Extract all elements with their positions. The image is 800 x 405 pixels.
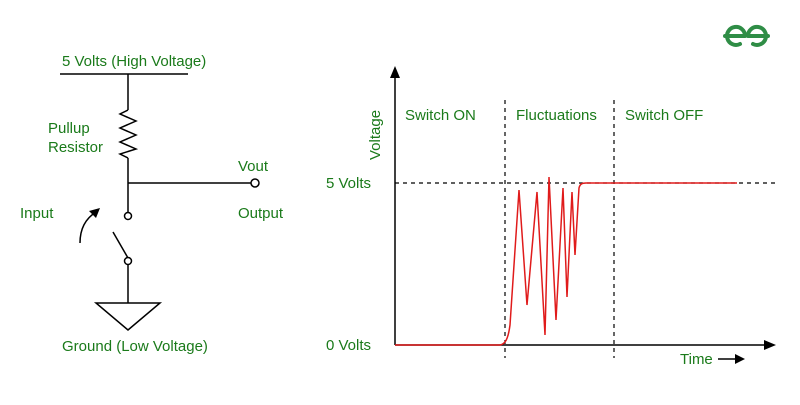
voltage-time-graph: Voltage Time 5 Volts 0 Volts Switch ON F… (326, 66, 779, 368)
region-label-switch-off: Switch OFF (625, 107, 703, 124)
y-axis-label: Voltage (367, 110, 384, 160)
switch-arrow-icon (79, 211, 97, 244)
x-axis-arrow-icon (764, 340, 776, 350)
time-arrow-icon (735, 354, 745, 364)
vout-label: Vout (238, 158, 269, 175)
y-axis-arrow-icon (390, 66, 400, 78)
region-label-switch-on: Switch ON (405, 107, 476, 124)
region-label-fluctuations: Fluctuations (516, 107, 597, 124)
switch-contact-bottom (123, 256, 133, 266)
switch-arrowhead-icon (89, 208, 100, 218)
output-label: Output (238, 205, 284, 222)
low-level-label: 0 Volts (326, 337, 371, 354)
supply-label: 5 Volts (High Voltage) (62, 53, 206, 70)
ground-label: Ground (Low Voltage) (62, 338, 208, 355)
switch-contact-top (123, 211, 133, 221)
switch-blade-icon (112, 231, 129, 259)
resistor-icon (118, 109, 139, 159)
gfg-logo-icon (723, 24, 770, 47)
high-level-label: 5 Volts (326, 175, 371, 192)
resistor-label-line2: Resistor (48, 139, 103, 156)
ground-icon (93, 302, 163, 331)
vout-terminal-icon (250, 178, 260, 188)
pullup-circuit: 5 Volts (High Voltage) Pullup Resistor V… (20, 53, 284, 355)
input-label: Input (20, 205, 54, 222)
voltage-signal-trace (395, 176, 737, 346)
x-axis-label: Time (680, 351, 713, 368)
resistor-label-line1: Pullup (48, 120, 90, 137)
